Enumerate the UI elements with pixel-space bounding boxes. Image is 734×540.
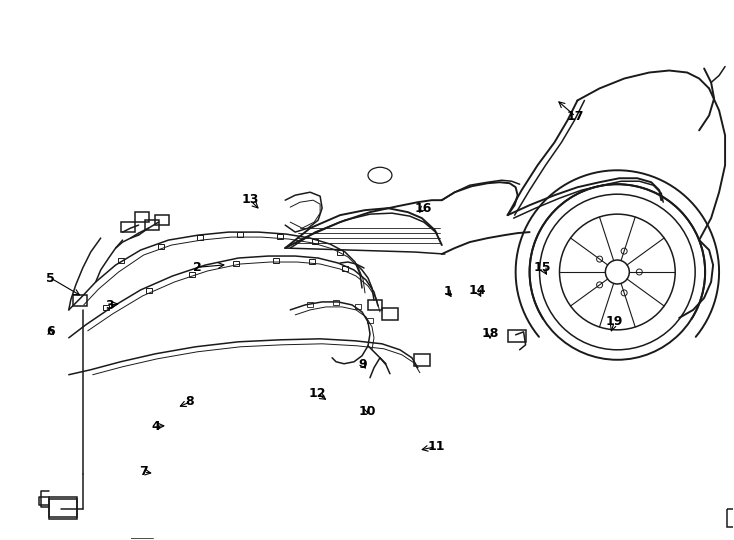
Bar (49, 500, 77, 519)
Bar (134, 212, 148, 222)
Text: 14: 14 (469, 284, 487, 297)
Bar (414, 354, 430, 366)
Bar (120, 222, 134, 232)
Text: 9: 9 (358, 358, 367, 371)
Text: 10: 10 (358, 404, 376, 417)
Bar (189, 272, 195, 277)
Bar (49, 497, 77, 517)
Text: 8: 8 (186, 395, 194, 408)
Text: 1: 1 (443, 285, 452, 298)
Bar (158, 244, 164, 249)
Bar (355, 304, 361, 309)
Text: 13: 13 (241, 193, 258, 206)
Text: 19: 19 (606, 315, 623, 328)
Text: 4: 4 (152, 420, 161, 433)
Bar (131, 539, 153, 540)
Text: 15: 15 (534, 261, 551, 274)
Bar (337, 250, 343, 255)
Bar (367, 318, 373, 323)
Bar (145, 288, 151, 293)
Bar (277, 234, 283, 239)
Text: 17: 17 (567, 110, 584, 123)
Bar (333, 300, 339, 305)
Bar (73, 295, 87, 306)
Bar (273, 258, 279, 263)
Bar (382, 308, 398, 320)
Text: 7: 7 (139, 465, 148, 478)
Text: 3: 3 (105, 299, 114, 312)
Bar (508, 330, 526, 342)
Bar (103, 305, 109, 310)
Bar (342, 266, 348, 271)
Bar (368, 300, 382, 310)
Text: 18: 18 (482, 327, 498, 340)
Text: 5: 5 (46, 272, 55, 285)
Bar (312, 239, 318, 244)
Text: 11: 11 (427, 440, 445, 453)
Text: 12: 12 (308, 387, 326, 400)
Bar (727, 509, 734, 528)
Text: 16: 16 (415, 201, 432, 214)
Bar (145, 220, 159, 230)
Bar (237, 232, 243, 237)
Bar (307, 302, 313, 307)
Bar (309, 259, 315, 264)
Text: 2: 2 (193, 261, 202, 274)
Bar (117, 258, 123, 263)
Bar (233, 261, 239, 266)
Text: 6: 6 (46, 326, 55, 339)
Bar (197, 235, 203, 240)
Bar (155, 215, 169, 225)
